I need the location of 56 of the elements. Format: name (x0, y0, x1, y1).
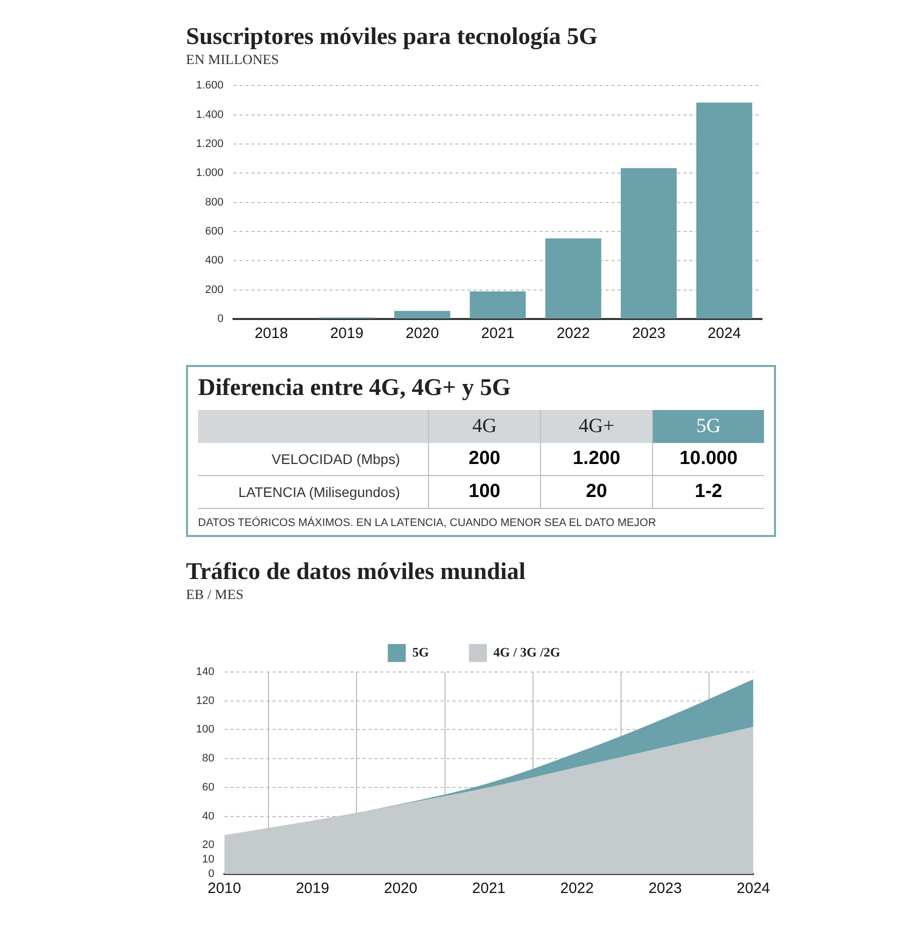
y-tick-label: 0 (217, 313, 224, 326)
y-tick-label: 800 (205, 196, 224, 208)
y-tick-label: 1.600 (196, 80, 224, 92)
text: 200 (468, 448, 500, 469)
y-axis-title: EB / MES (186, 588, 245, 604)
text: 100 (468, 481, 500, 502)
x-tick-label: 2019 (330, 325, 364, 342)
y-tick-label: 140 (196, 666, 214, 678)
text: 10.000 (679, 448, 738, 469)
x-tick-label: 2010 (208, 880, 242, 898)
chart-title: Tráfico de datos móviles mundial (186, 559, 527, 586)
x-tick-label: 2021 (472, 880, 506, 898)
x-tick-label: 2022 (560, 880, 594, 898)
bar (696, 102, 752, 318)
x-tick-label: 2019 (296, 880, 330, 898)
legend-label: 5G (412, 644, 429, 660)
x-tick-label: 2023 (648, 880, 682, 898)
x-tick-label: 2024 (736, 880, 770, 898)
y-tick-label: 40 (202, 810, 214, 822)
x-tick-label: 2021 (481, 325, 514, 342)
y-axis-title: EN MILLONES (186, 53, 280, 69)
x-tick-label: 2020 (384, 880, 418, 898)
category-label: 5G (652, 410, 764, 443)
x-tick-label: 2022 (556, 325, 590, 342)
y-tick-label: 10 (202, 854, 214, 866)
y-tick-label: 400 (205, 254, 224, 267)
y-tick-label: 1.400 (196, 108, 224, 121)
x-tick-label: 2018 (254, 325, 288, 342)
y-tick-label: 20 (202, 839, 214, 852)
chart-title: Suscriptores móviles para tecnología 5G (186, 24, 599, 51)
y-tick-label: 200 (205, 284, 224, 296)
y-tick-label: 60 (202, 781, 214, 794)
y-tick-label: 600 (205, 226, 224, 238)
text: Diferencia entre 4G, 4G+ y 5G (198, 375, 512, 402)
y-tick-label: 0 (208, 868, 214, 880)
x-tick-label: 2024 (708, 325, 741, 342)
legend-label: 4G / 3G /2G (493, 644, 560, 660)
y-tick-label: 80 (202, 752, 214, 765)
bar (470, 291, 526, 318)
y-tick-label: 1.200 (196, 138, 224, 150)
y-tick-label: 120 (196, 694, 214, 707)
y-tick-label: 100 (196, 724, 214, 736)
bar (394, 310, 450, 318)
category-label: 4G (428, 410, 540, 443)
bar (545, 238, 602, 318)
x-tick-label: 2020 (406, 325, 439, 342)
category-label: VELOCIDAD (Mbps) (272, 451, 400, 467)
text: 1-2 (694, 481, 722, 502)
y-tick-label: 1.000 (196, 167, 224, 180)
category-label: 4G+ (540, 410, 652, 443)
text: 20 (586, 481, 608, 502)
bar (620, 168, 677, 318)
text: 1.200 (572, 448, 620, 469)
text: DATOS TEÓRICOS MÁXIMOS. EN LA LATENCIA, CUANDO MENOR SEA EL DATO MEJOR (198, 517, 658, 529)
category-label: LATENCIA (Milisegundos) (238, 484, 400, 500)
x-tick-label: 2023 (632, 325, 666, 342)
